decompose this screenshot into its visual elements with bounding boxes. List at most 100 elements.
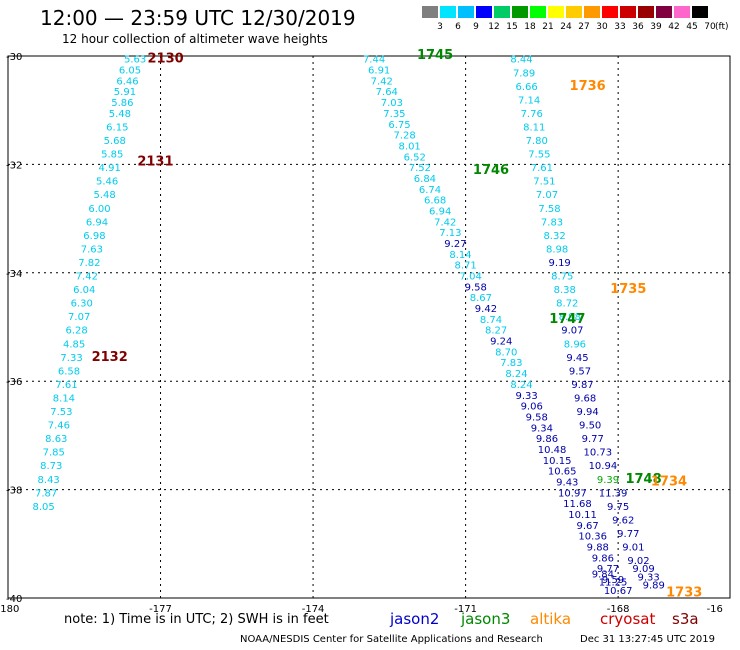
wave-height-point: 7.33 bbox=[60, 353, 82, 364]
wave-height-point: 9.86 bbox=[536, 434, 558, 445]
wave-height-point: 7.44 bbox=[363, 55, 385, 66]
wave-height-point: 9.07 bbox=[561, 326, 583, 337]
legend-label: 21 bbox=[542, 22, 554, 32]
wave-height-point: 9.77 bbox=[582, 434, 604, 445]
wave-height-point: 5.85 bbox=[101, 150, 123, 161]
wave-height-point: 9.34 bbox=[531, 423, 553, 434]
time-label: 2131 bbox=[137, 155, 173, 170]
wave-height-point: 10.36 bbox=[578, 532, 607, 543]
wave-height-point: 5.48 bbox=[109, 109, 131, 120]
wave-height-point: 7.35 bbox=[383, 109, 405, 120]
y-tick-label: -36 bbox=[6, 377, 22, 388]
wave-height-point: 11.25 bbox=[599, 578, 628, 589]
wave-height-point: 7.89 bbox=[513, 68, 535, 79]
legend-label: 24 bbox=[560, 22, 572, 32]
time-label: 1748 bbox=[625, 472, 661, 487]
legend-label: 27 bbox=[578, 22, 590, 32]
satellite-jason2: jason2 bbox=[390, 610, 440, 628]
wave-height-point: 6.52 bbox=[404, 152, 426, 163]
wave-height-point: 9.94 bbox=[577, 407, 599, 418]
wave-height-point: 9.19 bbox=[549, 258, 571, 269]
time-label: 1734 bbox=[651, 474, 687, 489]
wave-height-point: 6.94 bbox=[429, 206, 451, 217]
wave-height-point: 8.44 bbox=[510, 55, 532, 66]
wave-height-point: 7.61 bbox=[55, 380, 77, 391]
legend-swatch bbox=[620, 6, 636, 18]
time-label: 1733 bbox=[666, 586, 702, 601]
wave-height-point: 10.11 bbox=[568, 510, 597, 521]
legend-swatch bbox=[494, 6, 510, 18]
legend-label: 15 bbox=[506, 22, 518, 32]
wave-height-point: 9.87 bbox=[571, 380, 593, 391]
legend-label: 45 bbox=[686, 22, 698, 32]
wave-height-point: 4.91 bbox=[99, 163, 121, 174]
wave-height-point: 11.39 bbox=[599, 488, 628, 499]
wave-height-point: 7.58 bbox=[538, 204, 560, 215]
wave-height-point: 9.33 bbox=[638, 572, 660, 583]
y-tick-label: -34 bbox=[6, 269, 22, 280]
wave-height-point: 6.74 bbox=[419, 185, 441, 196]
legend-label: 70 bbox=[704, 22, 716, 32]
wave-height-point: 9.89 bbox=[643, 580, 665, 591]
wave-height-point: 8.24 bbox=[505, 369, 527, 380]
wave-height-point: 8.11 bbox=[523, 122, 545, 133]
wave-height-point: 6.46 bbox=[116, 76, 138, 87]
footer-timestamp: Dec 31 13:27:45 UTC 2019 bbox=[580, 634, 715, 645]
wave-height-point: 8.98 bbox=[546, 244, 568, 255]
wave-height-point: 9.02 bbox=[627, 556, 649, 567]
wave-height-point: 8.73 bbox=[40, 461, 62, 472]
wave-height-point: 7.82 bbox=[78, 258, 100, 269]
wave-height-point: 8.27 bbox=[485, 326, 507, 337]
wave-height-point: 10.48 bbox=[538, 445, 567, 456]
wave-height-point: 9.06 bbox=[521, 402, 543, 413]
time-label: 1736 bbox=[570, 79, 606, 94]
wave-height-point: 5.86 bbox=[111, 98, 133, 109]
wave-height-point: 6.75 bbox=[388, 120, 410, 131]
legend-label: 9 bbox=[473, 22, 479, 32]
wave-height-point: 7.52 bbox=[409, 163, 431, 174]
legend-label: 6 bbox=[455, 22, 461, 32]
wave-height-point: 11.68 bbox=[563, 499, 592, 510]
legend-swatch bbox=[602, 6, 618, 18]
time-label: 1746 bbox=[473, 163, 509, 178]
wave-height-point: 6.28 bbox=[66, 326, 88, 337]
wave-height-point: 8.14 bbox=[449, 250, 471, 261]
wave-height-point: 9.39 bbox=[597, 475, 619, 486]
wave-height-point: 6.94 bbox=[86, 217, 108, 228]
wave-height-point: 7.42 bbox=[76, 272, 98, 283]
time-label: 1745 bbox=[417, 48, 453, 63]
wave-height-point: 8.38 bbox=[554, 285, 576, 296]
wave-height-point: 7.64 bbox=[376, 87, 398, 98]
y-tick-label: -40 bbox=[6, 594, 22, 605]
wave-height-point: 7.13 bbox=[439, 228, 461, 239]
legend-swatch bbox=[548, 6, 564, 18]
x-tick-label: -180 bbox=[0, 604, 19, 615]
time-label: 1747 bbox=[549, 312, 585, 327]
x-tick-label: -177 bbox=[149, 604, 172, 615]
legend-label: 18 bbox=[524, 22, 536, 32]
wave-height-point: 7.87 bbox=[35, 488, 57, 499]
wave-height-point: 10.94 bbox=[589, 461, 618, 472]
wave-height-point: 8.63 bbox=[45, 434, 67, 445]
y-tick-label: -38 bbox=[6, 486, 22, 497]
legend-swatch bbox=[530, 6, 546, 18]
wave-height-point: 8.70 bbox=[495, 347, 517, 358]
wave-height-point: 7.14 bbox=[518, 95, 540, 106]
wave-height-point: 8.05 bbox=[32, 502, 54, 513]
wave-height-point: 7.63 bbox=[81, 244, 103, 255]
legend-swatch bbox=[674, 6, 690, 18]
x-tick-label: -174 bbox=[302, 604, 325, 615]
wave-height-point: 9.27 bbox=[444, 239, 466, 250]
legend-label: 12 bbox=[488, 22, 500, 32]
wave-height-point: 7.51 bbox=[533, 177, 555, 188]
wave-height-point: 10.73 bbox=[583, 448, 612, 459]
wave-height-point: 8.24 bbox=[510, 380, 532, 391]
wave-height-point: 6.68 bbox=[424, 196, 446, 207]
wave-height-point: 10.65 bbox=[548, 467, 577, 478]
wave-height-point: 8.74 bbox=[480, 315, 502, 326]
wave-height-point: 8.96 bbox=[564, 339, 586, 350]
x-tick-label: -16 bbox=[707, 604, 723, 615]
wave-height-point: 6.04 bbox=[73, 285, 95, 296]
wave-height-point: 7.76 bbox=[521, 109, 543, 120]
